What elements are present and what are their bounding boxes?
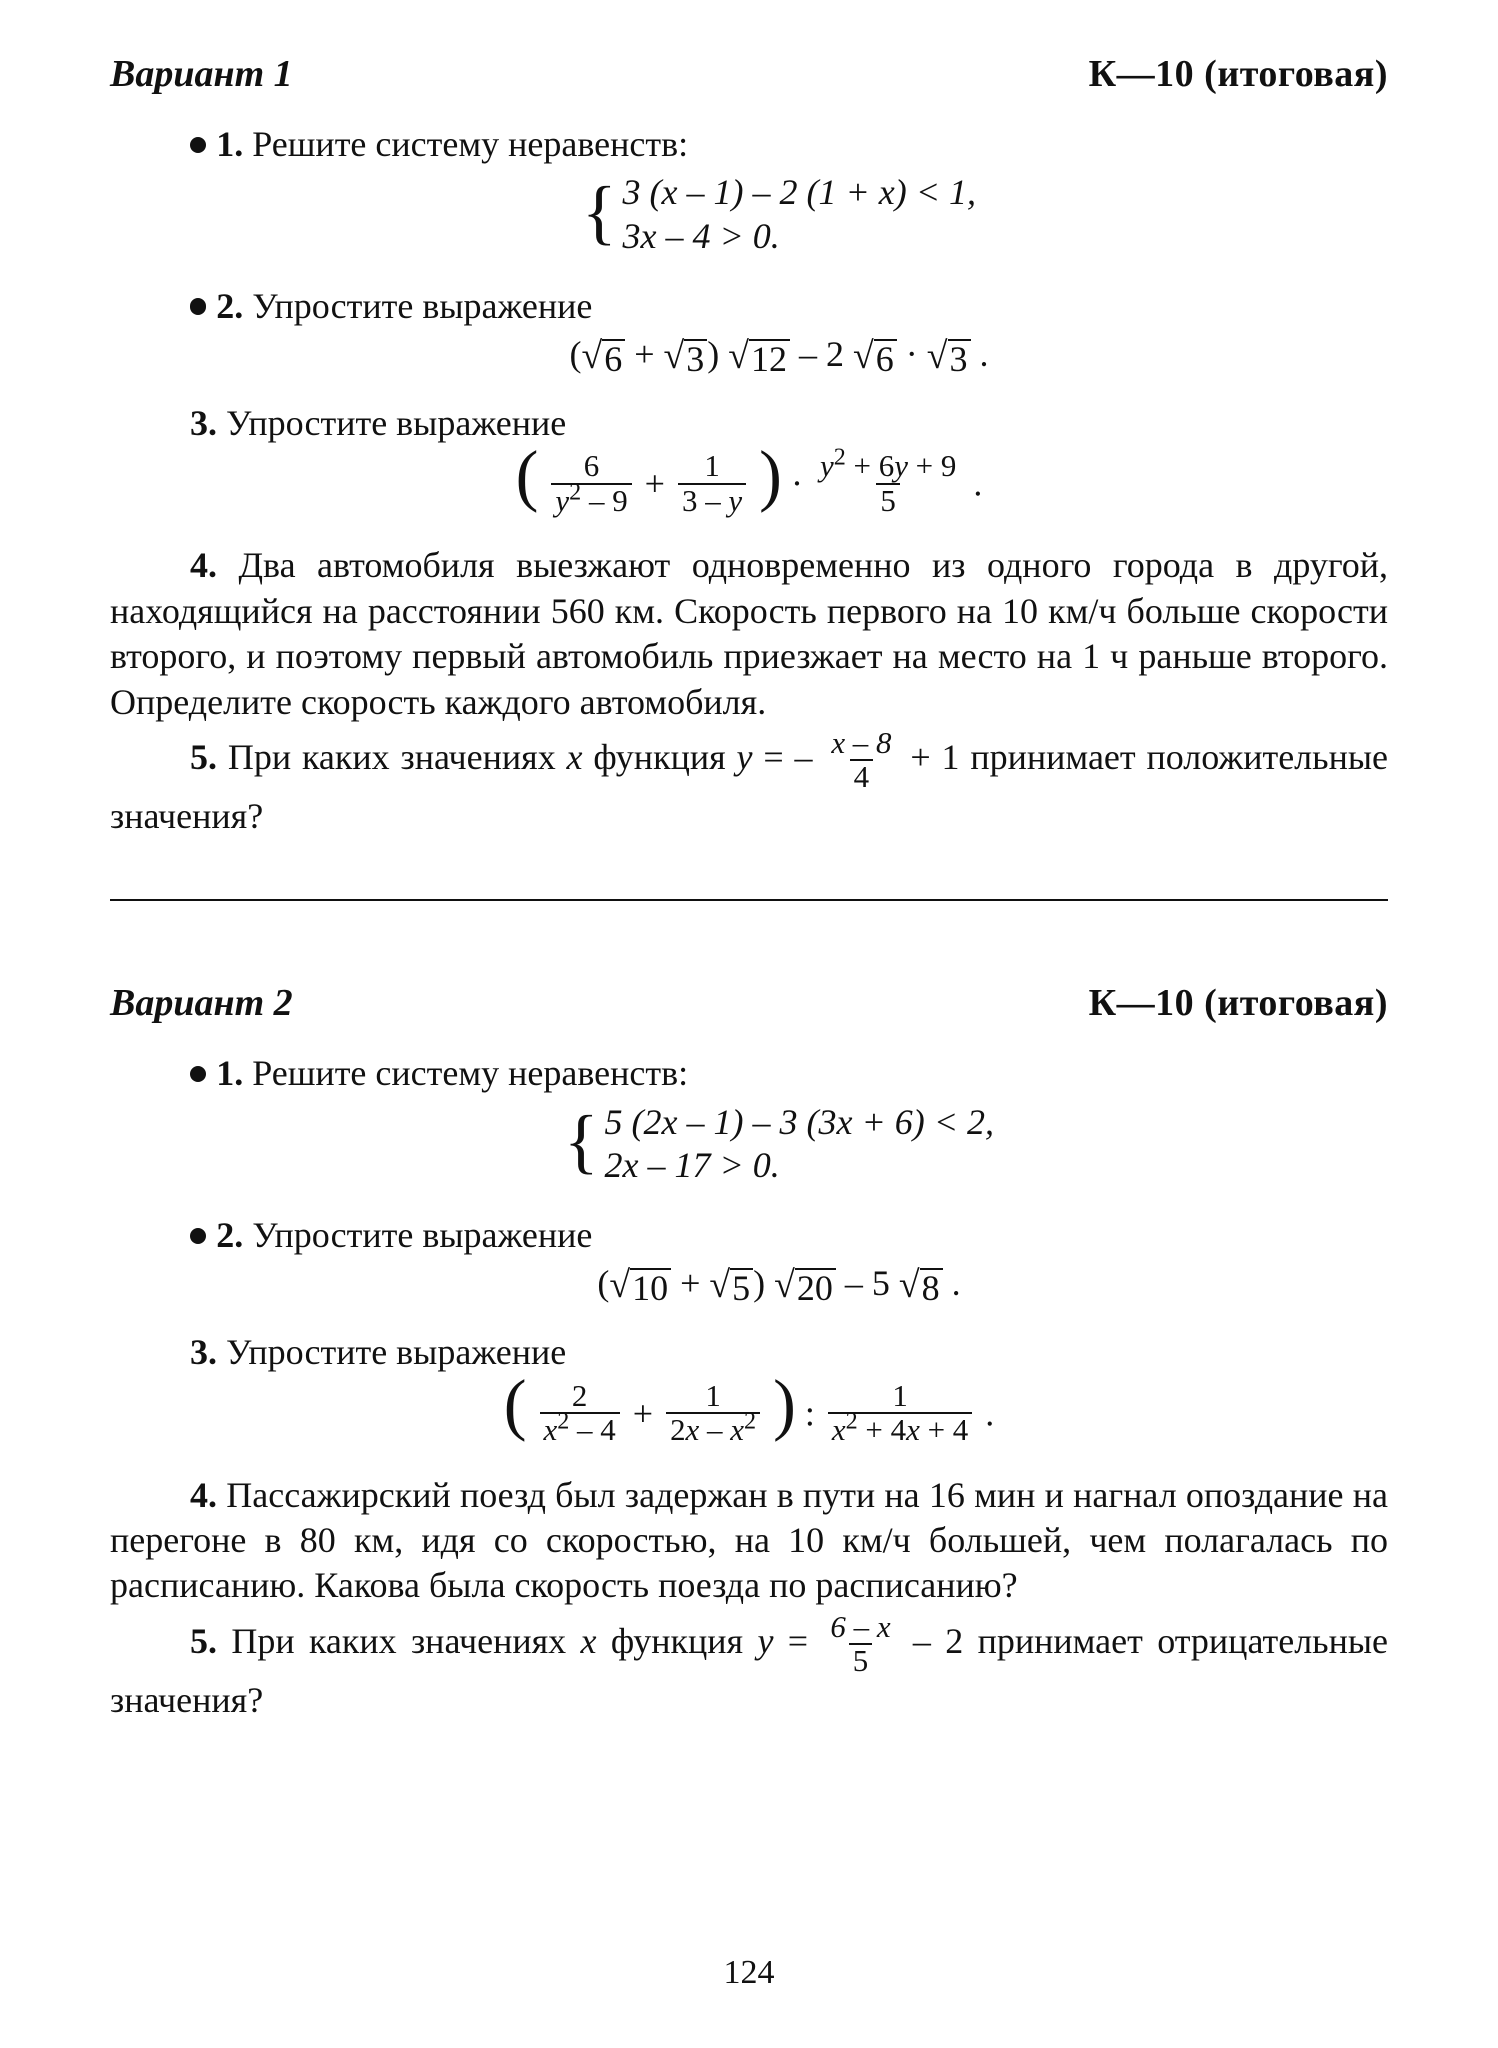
variant2-code: К—10 (итоговая) [1089,981,1388,1025]
v2-p1-eq2: 2x – 17 > 0. [605,1145,780,1185]
bullet-icon [190,298,206,314]
v1-p5-x: x [567,737,583,777]
v1-p3-expr: ( 6y2 – 9 + 13 – y ) · y2 + 6y + 95 . [110,450,1388,517]
v2-p1-text: Решите систему неравенств: [252,1053,688,1093]
v1-p5-c: = – [752,737,823,777]
v1-p1-text: Решите систему неравенств: [252,124,688,164]
v2-p4-label: 4. [190,1475,217,1515]
variant1-code: К—10 (итоговая) [1089,52,1388,96]
v1-problem4: 4. Два автомобиля выезжают одновременно … [110,543,1388,724]
v2-p5-x: x [581,1621,597,1661]
v1-p1-eq2: 3x – 4 > 0. [623,216,780,256]
v1-p3-label: 3. [190,403,217,443]
v2-p3-label: 3. [190,1332,217,1372]
v1-p2-label: 2. [216,286,243,326]
brace-icon: { [564,1109,599,1174]
v2-p1-eq1: 5 (2x – 1) – 3 (3x + 6) < 2, [605,1102,995,1142]
v2-p1-system: { 5 (2x – 1) – 3 (3x + 6) < 2, 2x – 17 >… [110,1101,1388,1187]
v2-problem2: 2. Упростите выражение [110,1213,1388,1258]
v1-p5-label: 5. [190,737,217,777]
v1-p5-y: y [737,737,753,777]
v2-p5-label: 5. [190,1621,217,1661]
v2-p5-b: функция [596,1621,757,1661]
v2-problem1: 1. Решите систему неравенств: [110,1051,1388,1096]
v1-p4-label: 4. [190,545,217,585]
v1-p5-den: 4 [850,759,873,794]
v2-p2-text: Упростите выражение [252,1215,592,1255]
v2-p5-num: 6 – x [826,1611,894,1644]
v1-p4-text: Два автомобиля выезжают одновременно из … [110,545,1388,721]
variant2-header: Вариант 2 К—10 (итоговая) [110,981,1388,1025]
v1-p5-num: x – 8 [827,727,895,760]
v2-p5-y: y [757,1621,773,1661]
v1-p1-eq1: 3 (x – 1) – 2 (1 + x) < 1, [623,172,977,212]
v2-p3-expr: ( 2x2 – 4 + 12x – x2 ) : 1x2 + 4x + 4 . [110,1380,1388,1447]
brace-icon: { [582,180,617,245]
variant1-header: Вариант 1 К—10 (итоговая) [110,52,1388,96]
v1-problem3: 3. Упростите выражение [110,401,1388,446]
v2-p1-label: 1. [216,1053,243,1093]
v1-p2-expr: (√6 + √3) √12 – 2 √6 · √3 . [110,333,1388,375]
v2-problem3: 3. Упростите выражение [110,1330,1388,1375]
v1-problem2: 2. Упростите выражение [110,284,1388,329]
bullet-icon [190,137,206,153]
v1-problem1: 1. Решите систему неравенств: [110,122,1388,167]
v2-p5-a: При каких значениях [231,1621,580,1661]
v1-problem5: 5. При каких значениях x функция y = – x… [110,727,1388,839]
v1-p1-label: 1. [216,124,243,164]
variant1-title: Вариант 1 [110,52,293,96]
v1-p1-system: { 3 (x – 1) – 2 (1 + x) < 1, 3x – 4 > 0. [110,171,1388,257]
v2-p2-expr: (√10 + √5) √20 – 5 √8 . [110,1262,1388,1304]
v2-problem5: 5. При каких значениях x функция y = 6 –… [110,1611,1388,1723]
bullet-icon [190,1228,206,1244]
v1-p2-text: Упростите выражение [252,286,592,326]
v1-p5-a: При каких значениях [228,737,567,777]
v1-p5-b: функция [583,737,737,777]
v2-problem4: 4. Пассажирский поезд был задержан в пут… [110,1473,1388,1609]
page: Вариант 1 К—10 (итоговая) 1. Решите сист… [0,0,1498,2048]
divider [110,899,1388,901]
bullet-icon [190,1066,206,1082]
v2-p4-text: Пассажирский поезд был задержан в пути н… [110,1475,1388,1606]
v2-p2-label: 2. [216,1215,243,1255]
page-number: 124 [0,1954,1498,1992]
variant2-title: Вариант 2 [110,981,293,1025]
v2-p5-den: 5 [849,1643,872,1678]
v2-p5-c: = [773,1621,822,1661]
